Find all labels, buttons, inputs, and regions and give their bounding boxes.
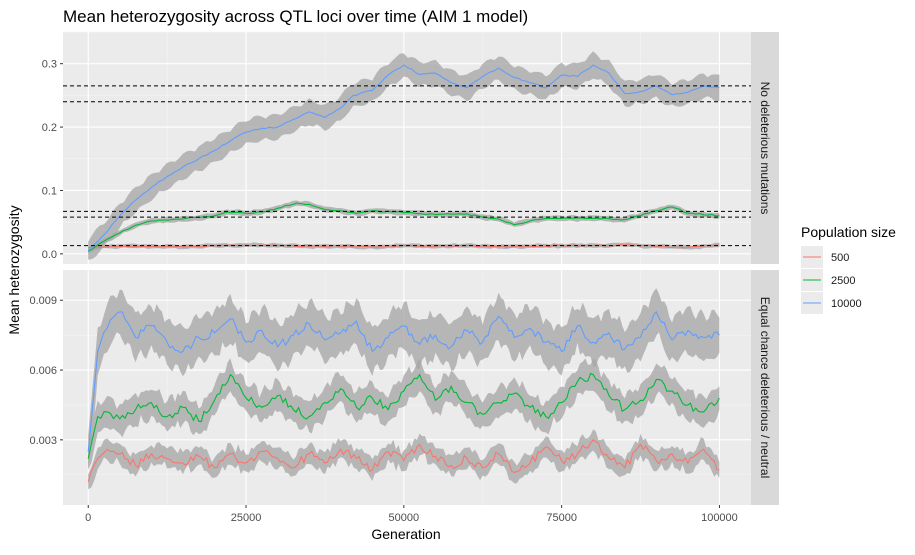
legend-label-500: 500 xyxy=(831,252,849,264)
y-tick-label: 0.009 xyxy=(29,295,57,307)
facet-strip-label: No deleterious mutations xyxy=(758,82,772,215)
confidence-band-10000 xyxy=(88,51,720,260)
series-line-500 xyxy=(88,243,720,249)
x-tick-label: 25000 xyxy=(231,512,262,524)
legend-label-2500: 2500 xyxy=(831,275,855,287)
facet-strip xyxy=(751,270,779,505)
chart-title: Mean heterozygosity across QTL loci over… xyxy=(63,7,528,26)
facet-strip xyxy=(751,32,779,264)
series-line-10000 xyxy=(87,310,720,452)
x-tick-label: 0 xyxy=(85,512,91,524)
facet-panel: 0.0 0.1 0.2 0.3 No deleterious mutations xyxy=(42,31,779,264)
confidence-band-500 xyxy=(88,429,720,490)
confidence-band-2500 xyxy=(88,358,720,470)
legend-title: Population size xyxy=(801,224,896,240)
facet-strip-label: Equal chance deleterious / neutral xyxy=(758,297,772,478)
y-tick-label: 0.003 xyxy=(29,435,57,447)
series-line-2500 xyxy=(87,202,720,252)
confidence-band-10000 xyxy=(88,288,720,469)
facet-panels: 0.0 0.1 0.2 0.3 No deleterious mutations 0.00… xyxy=(29,31,779,524)
x-tick-label: 100000 xyxy=(701,512,738,524)
series-line-10000 xyxy=(87,64,720,252)
x-tick-label: 75000 xyxy=(546,512,577,524)
legend-label-10000: 10000 xyxy=(831,298,862,310)
y-axis-title: Mean heterozygosity xyxy=(6,205,22,334)
series-group xyxy=(87,51,720,260)
x-axis-title: Generation xyxy=(371,526,440,542)
y-tick-label: 0.006 xyxy=(29,365,57,377)
series-line-2500 xyxy=(87,372,720,459)
facet-panel: 0.003 0.006 0.009 Equal chance deleterious … xyxy=(29,270,779,505)
series-line-500 xyxy=(87,439,720,482)
series-group xyxy=(87,288,720,490)
y-tick-label: 0.2 xyxy=(42,122,57,134)
y-tick-label: 0.0 xyxy=(42,249,57,261)
x-tick-label: 50000 xyxy=(389,512,420,524)
y-tick-label: 0.3 xyxy=(42,59,57,71)
legend: Population size 500 2500 10000 xyxy=(801,224,896,314)
y-tick-label: 0.1 xyxy=(42,185,57,197)
